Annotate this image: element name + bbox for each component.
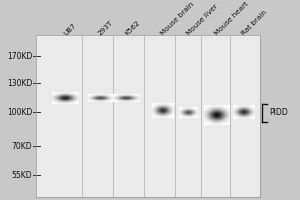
Bar <box>36 35 260 197</box>
Text: 170KD: 170KD <box>7 52 32 61</box>
Text: Mouse heart: Mouse heart <box>213 1 250 37</box>
Bar <box>175 35 202 197</box>
Text: 55KD: 55KD <box>12 171 32 180</box>
Text: K562: K562 <box>124 19 141 37</box>
Bar <box>230 35 260 197</box>
Text: PIDD: PIDD <box>269 108 288 117</box>
Bar <box>36 35 260 197</box>
Bar <box>113 35 144 197</box>
Text: Rat brain: Rat brain <box>240 9 268 37</box>
Text: U87: U87 <box>63 22 77 37</box>
Text: 293T: 293T <box>97 20 114 37</box>
Bar <box>202 35 230 197</box>
Text: 130KD: 130KD <box>7 79 32 88</box>
Bar <box>82 35 113 197</box>
Text: Mouse brain: Mouse brain <box>160 1 195 37</box>
Bar <box>36 35 82 197</box>
Text: Mouse liver: Mouse liver <box>185 3 219 37</box>
Bar <box>144 35 175 197</box>
Text: 70KD: 70KD <box>12 142 32 151</box>
Text: 100KD: 100KD <box>7 108 32 117</box>
